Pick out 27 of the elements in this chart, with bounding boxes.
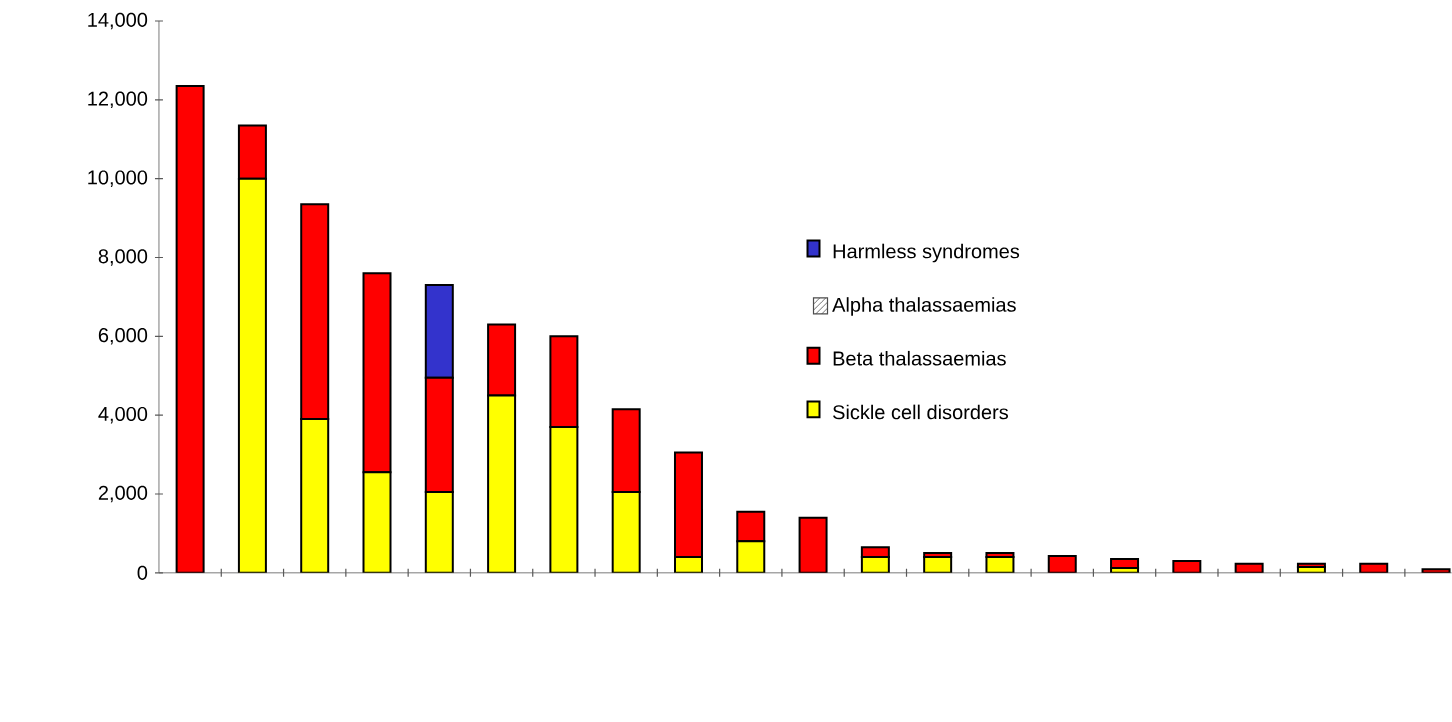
bar <box>175 85 205 573</box>
y-tick-label: 12,000 <box>88 91 148 109</box>
bar <box>611 408 641 494</box>
bar <box>487 394 517 573</box>
y-tick-label: 0 <box>137 565 148 581</box>
bar <box>424 284 454 379</box>
bar <box>487 323 517 397</box>
bar <box>549 335 579 429</box>
legend-label: Harmless syndromes <box>833 243 1020 263</box>
y-tick-label: 8,000 <box>98 249 148 266</box>
y-tick-label: 4,000 <box>98 407 148 424</box>
y-tick-label: 6,000 <box>98 328 148 345</box>
legend-label: Alpha thalassaemias <box>832 297 1016 316</box>
bar <box>424 491 454 573</box>
bar <box>237 177 267 573</box>
bar <box>237 124 267 180</box>
bar <box>549 426 579 573</box>
legend-label: Sickle cell disorders <box>833 404 1009 420</box>
bar <box>673 451 703 559</box>
bar <box>424 376 454 494</box>
legend-label: Beta thalassaemias <box>833 351 1006 366</box>
bar <box>300 203 330 421</box>
y-tick-label: 10,000 <box>88 170 148 188</box>
bar <box>300 418 330 573</box>
y-tick-label: 2,000 <box>98 485 148 503</box>
bar <box>611 491 641 573</box>
y-tick-label: 14,000 <box>88 12 148 30</box>
